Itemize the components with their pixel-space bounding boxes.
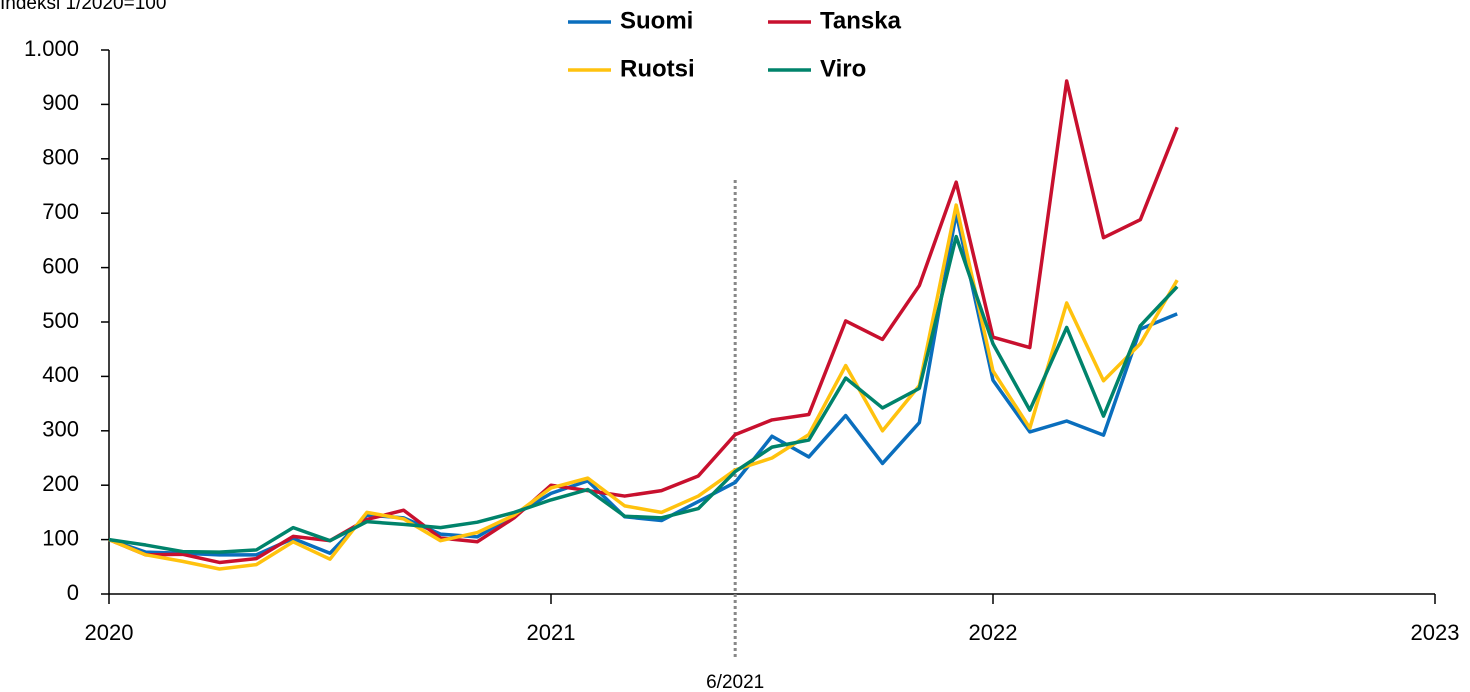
legend-label: Suomi [620, 7, 693, 34]
y-tick-label: 500 [42, 308, 79, 333]
y-axis-label: Indeksi 1/2020=100 [0, 0, 166, 14]
y-tick-label: 900 [42, 90, 79, 115]
y-tick-label: 1.000 [24, 36, 79, 61]
y-tick-label: 400 [42, 362, 79, 387]
legend-label: Tanska [820, 7, 902, 34]
y-tick-label: 800 [42, 145, 79, 170]
y-tick-label: 600 [42, 253, 79, 278]
annotation-label: 6/2021 [706, 672, 764, 692]
y-tick-label: 100 [42, 525, 79, 550]
x-tick-label: 2021 [527, 620, 576, 645]
series-line [108, 79, 1179, 565]
legend-label: Ruotsi [620, 55, 695, 82]
y-tick-label: 200 [42, 471, 79, 496]
y-tick-label: 300 [42, 417, 79, 442]
legend-label: Viro [820, 55, 866, 82]
series-line [108, 203, 1179, 571]
y-tick-label: 0 [67, 580, 79, 605]
series-line [108, 234, 1179, 554]
x-tick-label: 2023 [1411, 620, 1460, 645]
x-tick-label: 2020 [85, 620, 134, 645]
x-tick-label: 2022 [969, 620, 1018, 645]
y-tick-label: 700 [42, 199, 79, 224]
